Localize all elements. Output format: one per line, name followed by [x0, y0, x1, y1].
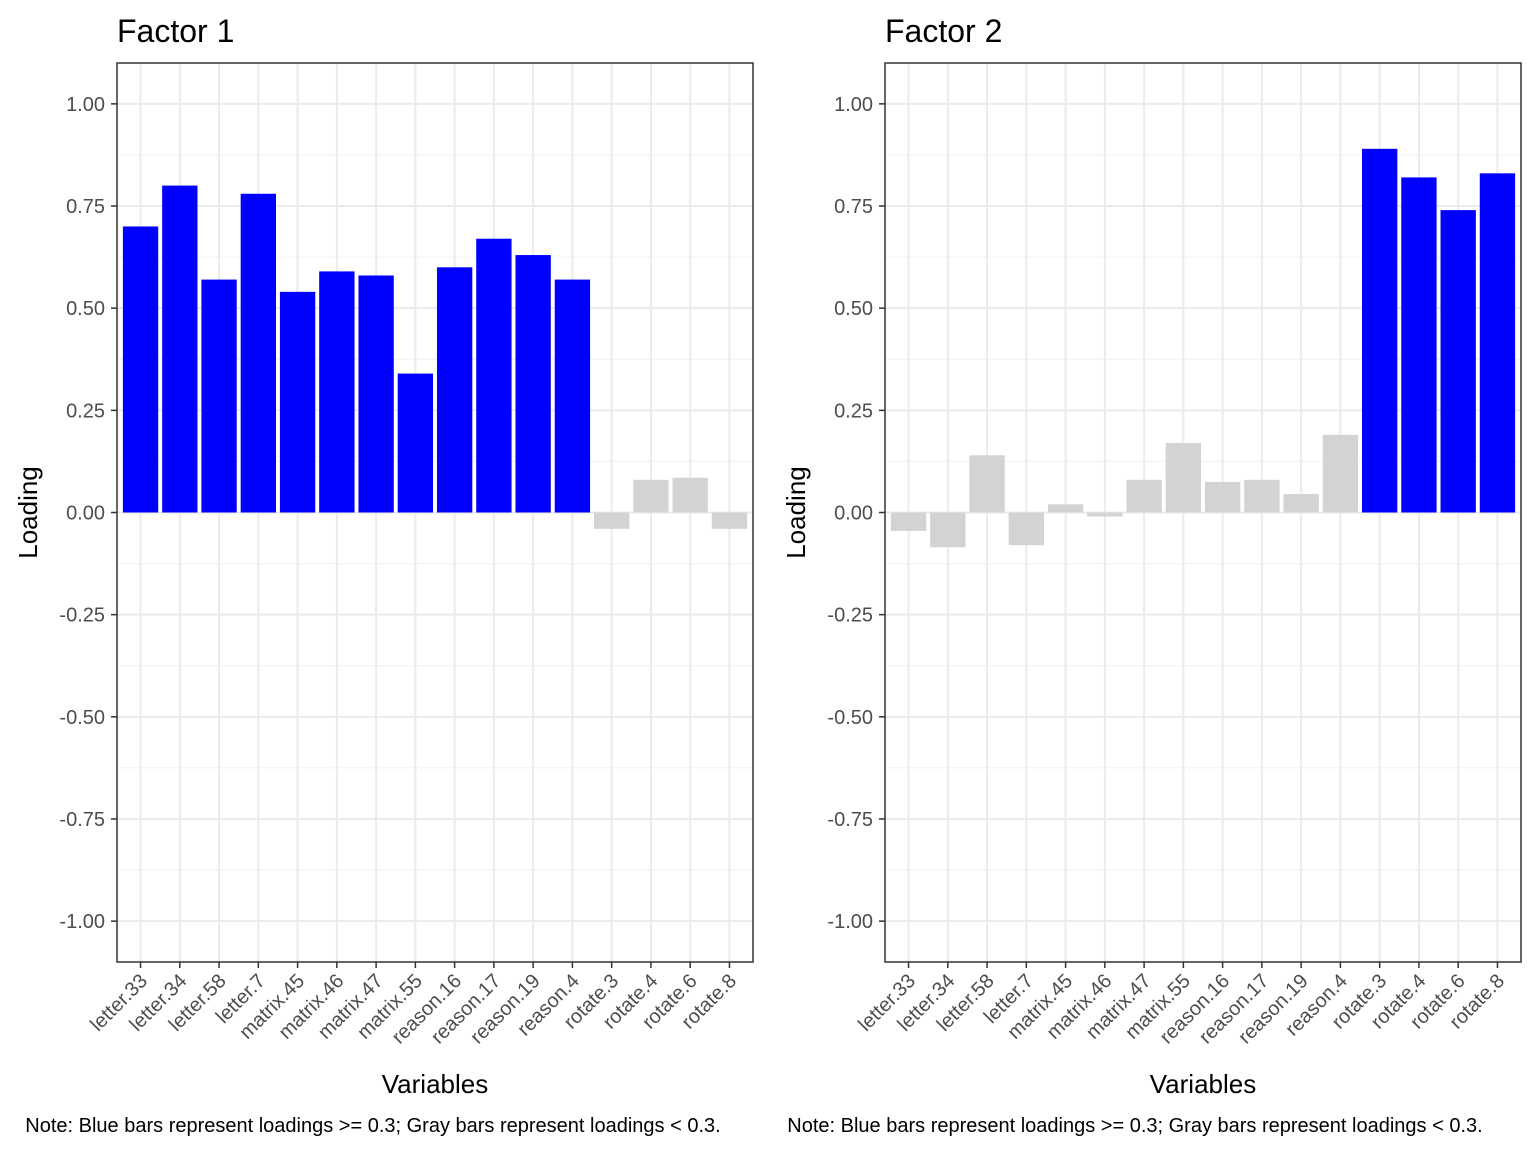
- y-tick-label: -0.50: [827, 707, 873, 729]
- bar-rotate.6: [1440, 210, 1476, 513]
- bar-matrix.46: [1087, 512, 1123, 517]
- bar-letter.33: [122, 226, 159, 513]
- y-tick-label: -1.00: [827, 911, 873, 933]
- bar-letter.58: [201, 279, 237, 513]
- bar-reason.19: [515, 255, 551, 513]
- bar-reason.16: [1204, 481, 1241, 513]
- y-tick-label: 0.25: [834, 400, 873, 422]
- y-tick-label: 1.00: [834, 94, 873, 116]
- y-axis: 1.00 0.75 0.50 0.25 0.00 -0.25 -0.50 -0.75 -1.00: [827, 94, 885, 933]
- bar-reason.4: [554, 279, 591, 513]
- y-tick-label: -0.25: [59, 605, 105, 627]
- bar-matrix.55: [1165, 443, 1202, 513]
- x-axis-title: Variables: [382, 1069, 488, 1099]
- bar-matrix.46: [319, 271, 355, 513]
- y-tick-label: 0.75: [66, 196, 105, 218]
- bar-rotate.8: [1479, 173, 1516, 513]
- y-tick-label: -0.25: [827, 605, 873, 627]
- bar-matrix.47: [1126, 479, 1162, 513]
- bar-matrix.45: [1047, 504, 1084, 513]
- bar-matrix.47: [358, 275, 394, 513]
- y-tick-label: 1.00: [66, 94, 105, 116]
- bar-matrix.55: [397, 373, 434, 513]
- bar-rotate.3: [1362, 148, 1398, 513]
- bar-reason.16: [436, 267, 473, 513]
- y-tick-label: 0.75: [834, 196, 873, 218]
- bar-reason.4: [1322, 434, 1359, 513]
- caption: Note: Blue bars represent loadings >= 0.…: [25, 1115, 720, 1137]
- bar-rotate.8: [711, 512, 748, 529]
- bar-rotate.3: [594, 512, 630, 529]
- caption: Note: Blue bars represent loadings >= 0.…: [787, 1115, 1482, 1137]
- bar-rotate.6: [672, 477, 708, 513]
- y-axis: 1.00 0.75 0.50 0.25 0.00 -0.25 -0.50 -0.75 -1.00: [59, 94, 117, 933]
- bar-letter.33: [890, 512, 927, 531]
- bar-reason.19: [1283, 494, 1319, 513]
- bar-letter.7: [1008, 512, 1044, 546]
- y-tick-label: 0.50: [834, 298, 873, 320]
- bar-rotate.4: [633, 479, 669, 513]
- bars: [890, 148, 1516, 548]
- bar-letter.58: [969, 455, 1005, 513]
- panel-title: Factor 2: [885, 13, 1002, 49]
- bar-letter.7: [240, 193, 276, 513]
- y-tick-label: 0.00: [834, 503, 873, 525]
- bar-letter.34: [162, 185, 198, 513]
- bar-matrix.45: [279, 291, 316, 513]
- y-tick-label: -0.75: [59, 809, 105, 831]
- y-tick-label: 0.00: [66, 503, 105, 525]
- chart-panel-2: 1.00 0.75 0.50 0.25 0.00 -0.25 -0.50 -0.75 -1.00…: [781, 13, 1522, 1137]
- bar-reason.17: [476, 238, 512, 513]
- y-axis-title: Loading: [781, 466, 811, 559]
- bar-reason.17: [1244, 479, 1280, 513]
- x-axis-title: Variables: [1150, 1069, 1256, 1099]
- y-axis-title: Loading: [13, 466, 43, 559]
- y-tick-label: -1.00: [59, 911, 105, 933]
- y-tick-label: 0.25: [66, 400, 105, 422]
- bars: [122, 185, 748, 529]
- y-tick-label: 0.50: [66, 298, 105, 320]
- y-tick-label: -0.75: [827, 809, 873, 831]
- bar-letter.34: [930, 512, 966, 548]
- panel-title: Factor 1: [117, 13, 234, 49]
- y-tick-label: -0.50: [59, 707, 105, 729]
- bar-rotate.4: [1401, 177, 1437, 513]
